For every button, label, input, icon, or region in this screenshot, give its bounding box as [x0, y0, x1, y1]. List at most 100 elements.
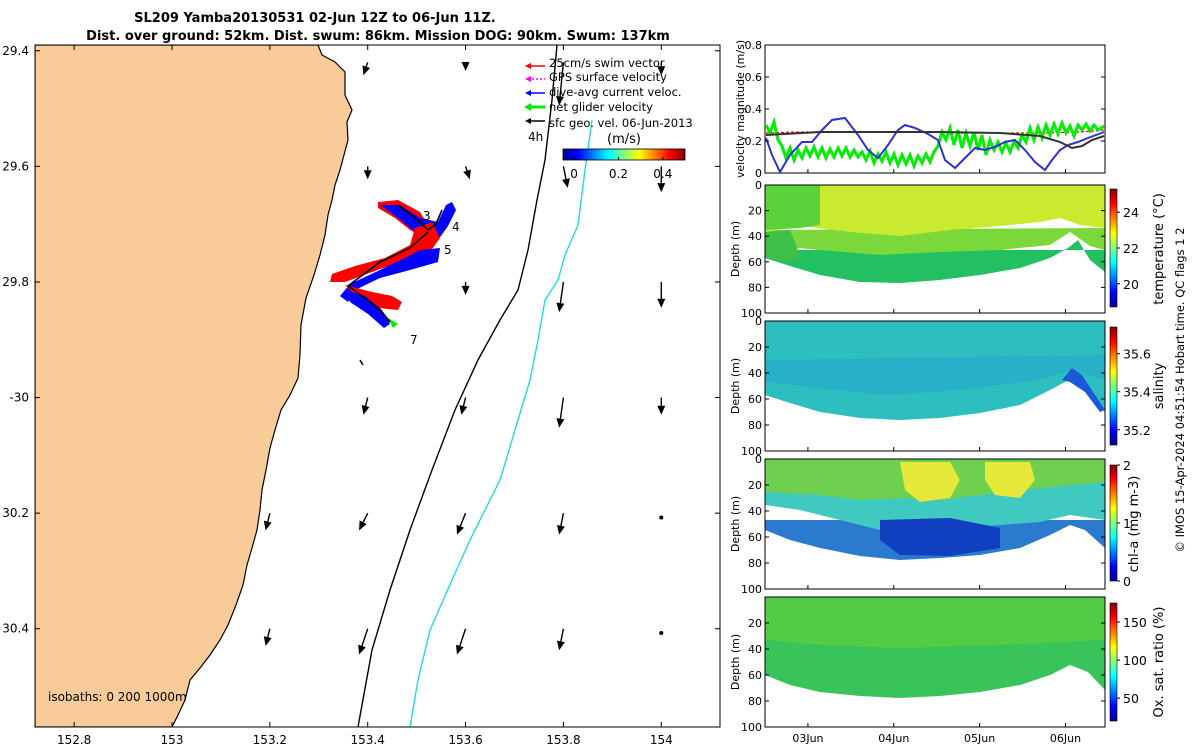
oxygen-ytick-label-1: 40 [748, 643, 762, 656]
glider-track-dot [359, 359, 364, 366]
salinity-ytick-label-5: 100 [741, 445, 762, 458]
temperature-field-mid [765, 228, 1105, 255]
temperature-field-near-surface [765, 185, 820, 230]
geo-vector-12 [462, 397, 467, 407]
temperature-ytick-label-2: 40 [748, 230, 762, 243]
geo-vector-21 [361, 628, 369, 647]
legend-gps-arrowhead [525, 76, 531, 82]
temperature-frame [764, 184, 1106, 314]
geo-vector-19 [659, 515, 664, 520]
net-glider-vector [388, 318, 398, 328]
salinity-frame [764, 320, 1106, 452]
temperature-colorbar [1109, 188, 1118, 308]
salinity-ylabel: Depth (m) [729, 358, 742, 414]
salinity-cb-label-2: 35.6 [1123, 347, 1151, 362]
chla-cb-label-0: 0 [1123, 574, 1131, 589]
geo-vector-head-14 [657, 405, 666, 415]
geo-vector-head-9 [556, 302, 565, 313]
temperature-cb-label-0: 20 [1123, 277, 1139, 292]
chla-cb-label-1: 1 [1123, 516, 1131, 531]
velocity-lines [764, 116, 1105, 175]
vel-ytick-label-2: 0.4 [745, 103, 763, 116]
temperature-ytick-label-1: 20 [748, 205, 762, 218]
geo-vector-head-3 [657, 66, 666, 76]
geo-vector-head-7 [657, 183, 666, 193]
temperature-ticks: 0 20 40 60 80 100 [741, 179, 1105, 320]
salinity-ytick-label-2: 40 [748, 367, 762, 380]
oxygen-ticks: 20 40 60 80 100 03Jun 04Jun 05Jun 06Jun [741, 596, 1105, 745]
legend-glider: net glider velocity [549, 100, 653, 114]
map-panel: 3 4 5 7 152.8 153 153.2 153.4 153.6 153.8 154 2… [2, 44, 721, 747]
geo-vector-head-4 [363, 170, 372, 180]
geo-vector-head-0 [362, 65, 371, 76]
speed-colorbar [562, 148, 686, 161]
date-label-2: 05Jun [964, 732, 995, 745]
temperature-ylabel: Depth (m) [729, 221, 742, 277]
salinity-ytick-label-1: 20 [748, 341, 762, 354]
glider-track-line [346, 204, 443, 323]
glider-speed-line [764, 116, 1105, 171]
salinity-colorbar [1109, 326, 1118, 446]
temperature-cb-label-1: 22 [1123, 241, 1139, 256]
vel-ytick-label-0: 0 [755, 167, 762, 180]
chla-frame [764, 458, 1106, 590]
salinity-ytick-label-4: 80 [748, 419, 762, 432]
geo-vector-head-1 [461, 61, 470, 71]
chla-ytick-label-1: 20 [748, 479, 762, 492]
geo-vector-15 [267, 512, 271, 522]
chla-ytick-label-2: 40 [748, 505, 762, 518]
chla-ytick-label-4: 80 [748, 557, 762, 570]
temperature-ytick-label-0: 0 [755, 179, 762, 192]
legend-current: dive-avg current veloc. [549, 85, 682, 99]
geo-vector-head-13 [556, 418, 565, 428]
oxygen-cb-label-1: 100 [1123, 653, 1147, 668]
track-label-3: 3 [423, 209, 431, 223]
geo-vector-6 [562, 166, 567, 180]
geo-vector-head-12 [459, 405, 468, 415]
speed-colorbar-ticks: 0 0.2 0.4 [570, 157, 672, 181]
salinity-ytick-label-0: 0 [755, 315, 762, 328]
map-ytick-label-0: 29.4 [2, 44, 29, 58]
temperature-colorbar-ticks: 20 22 24 [1117, 205, 1139, 292]
map-xtick-label-2: 153.2 [253, 733, 287, 747]
geo-vector-16 [362, 512, 369, 523]
geo-vector-9 [559, 281, 565, 304]
geo-vector-head-10 [657, 298, 666, 308]
legend-swim: 25cm/s swim vector [549, 56, 665, 70]
oxygen-frame [764, 596, 1106, 728]
track-label-4: 4 [452, 220, 460, 234]
geo-vector-head-11 [361, 405, 370, 415]
chla-bloom [900, 462, 1035, 502]
geo-vector-18 [560, 513, 565, 526]
chla-colorbar-ticks: 0 1 2 [1117, 458, 1131, 589]
temperature-field-top [765, 185, 1105, 236]
legend-geo: sfc geo. vel. 06-Jun-2013 [549, 116, 693, 130]
chla-ytick-label-3: 60 [748, 531, 762, 544]
geo-vector-head-18 [556, 525, 565, 535]
temperature-panel: 0 20 40 60 80 100 Depth (m) 20 22 24 temperatur… [729, 179, 1167, 320]
geo-vector-head-17 [456, 524, 465, 535]
salinity-colorbar-label: salinity [1152, 362, 1167, 409]
isobaths-label: isobaths: 0 200 1000m [48, 690, 187, 704]
temperature-field-west [765, 230, 800, 262]
map-ticks: 152.8 153 153.2 153.4 153.6 153.8 154 29.4 29.6 2… [2, 44, 720, 747]
chla-colorbar-label: chl-a (mg m-3) [1127, 476, 1142, 573]
chla-field-low [880, 518, 1000, 556]
geo-vector-head-8 [461, 285, 470, 295]
speed-tick-label-2: 0.4 [653, 167, 672, 181]
map-frame [34, 44, 721, 728]
oxygen-ytick-label-3: 80 [748, 695, 762, 708]
temperature-cb-label-2: 24 [1123, 205, 1139, 220]
oxygen-ylabel: Depth (m) [729, 634, 742, 690]
geo-vector-24 [659, 631, 664, 636]
isobath-200 [357, 45, 558, 727]
chart-title: SL209 Yamba20130531 02-Jun 12Z to 06-Jun… [134, 11, 496, 26]
speed-tick-label-0: 0 [570, 167, 578, 181]
vel-ytick-label-1: 0.2 [745, 135, 763, 148]
map-xtick-label-5: 153.8 [546, 733, 580, 747]
oxygen-ytick-label-4: 100 [741, 721, 762, 734]
temperature-ytick-label-4: 80 [748, 281, 762, 294]
isobath-1000 [409, 119, 593, 727]
glider-track: 3 4 5 7 [330, 200, 460, 366]
geo-vector-head-21 [358, 644, 366, 655]
